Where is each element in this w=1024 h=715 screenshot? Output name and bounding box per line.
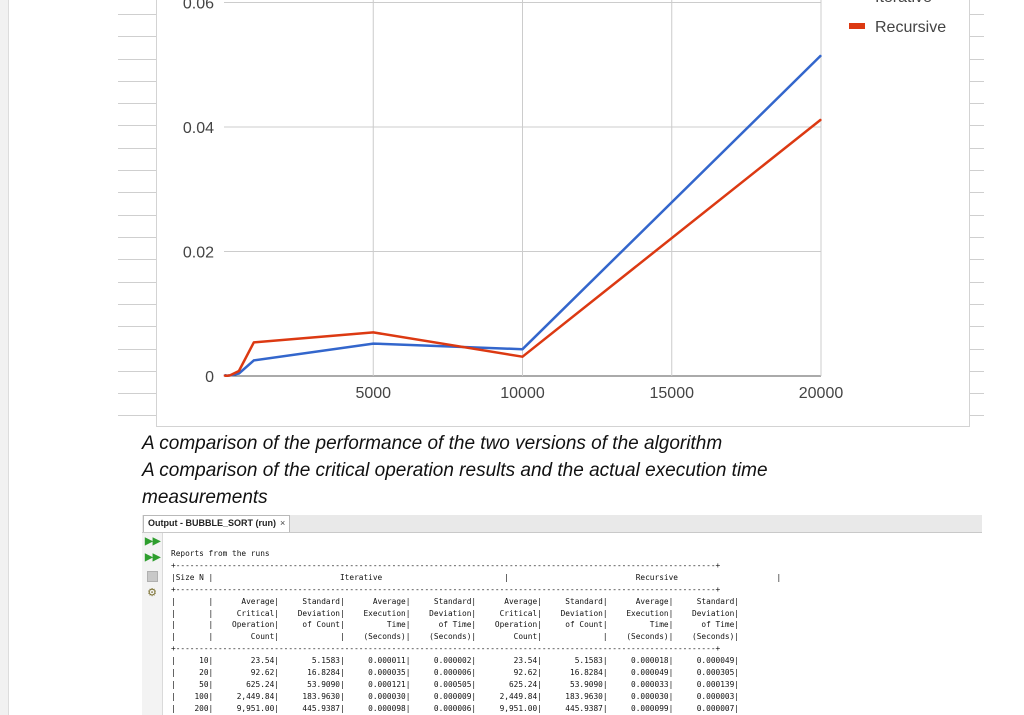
ruler-tick: [968, 103, 984, 104]
output-tab-label: Output - BUBBLE_SORT (run): [148, 518, 276, 528]
page-ruler-left: [118, 0, 156, 430]
ruler-tick: [968, 237, 984, 238]
legend-swatch-recursive: [849, 23, 865, 29]
ruler-tick: [118, 36, 156, 37]
ruler-tick: [968, 326, 984, 327]
rerun-again-icon[interactable]: ▶▶: [145, 552, 161, 563]
data-point-iterative: [372, 343, 374, 345]
ruler-tick: [118, 371, 156, 372]
page-ruler-right: [968, 0, 984, 430]
rerun-icon[interactable]: ▶▶: [145, 536, 161, 547]
ruler-tick: [118, 282, 156, 283]
ruler-tick: [968, 148, 984, 149]
x-tick-label: 15000: [650, 385, 695, 402]
x-tick-label: 5000: [355, 385, 391, 402]
ruler-tick: [118, 349, 156, 350]
output-tab[interactable]: Output - BUBBLE_SORT (run) ×: [143, 515, 291, 532]
ruler-tick: [968, 36, 984, 37]
ruler-tick: [968, 393, 984, 394]
data-point-iterative: [238, 372, 240, 375]
ruler-tick: [968, 371, 984, 372]
ruler-tick: [968, 259, 984, 260]
ruler-tick: [968, 304, 984, 305]
ruler-tick: [968, 170, 984, 171]
legend-label-recursive: Recursive: [875, 19, 946, 36]
ruler-tick: [118, 192, 156, 193]
ruler-tick: [118, 170, 156, 171]
data-point-recursive: [226, 375, 228, 377]
x-tick-label: 10000: [500, 385, 545, 402]
ruler-tick: [118, 148, 156, 149]
y-tick-label: 0: [205, 369, 214, 386]
caption-comparison: A comparison of the critical operation r…: [142, 460, 768, 481]
ruler-tick: [968, 125, 984, 126]
y-tick-label: 0.02: [183, 245, 214, 262]
data-point-recursive: [820, 118, 822, 121]
caption-measurements: measurements: [142, 487, 268, 508]
ruler-tick: [968, 192, 984, 193]
stop-icon[interactable]: [145, 569, 159, 583]
ruler-tick: [118, 237, 156, 238]
ruler-tick: [968, 349, 984, 350]
ruler-tick: [118, 59, 156, 60]
output-panel: Output - BUBBLE_SORT (run) × ▶▶ ▶▶ ⚙ Repo…: [142, 515, 982, 715]
ruler-tick: [118, 326, 156, 327]
data-point-recursive: [223, 375, 226, 377]
data-point-iterative: [521, 348, 524, 350]
output-toolbar: ▶▶ ▶▶ ⚙: [142, 533, 163, 715]
line-chart: 0 0.02 0.04 0.06 5000 10000 15000 20000 Iterativ…: [183, 0, 946, 402]
ruler-tick: [968, 215, 984, 216]
ruler-tick: [968, 415, 984, 416]
ruler-tick: [968, 282, 984, 283]
x-tick-label: 20000: [799, 385, 844, 402]
document-edge: [0, 0, 9, 715]
data-point-recursive: [253, 341, 255, 343]
data-point-recursive: [372, 331, 374, 334]
y-tick-label: 0.06: [183, 0, 214, 13]
ruler-tick: [118, 393, 156, 394]
line-chart-frame: 0 0.02 0.04 0.06 5000 10000 15000 20000 Iterativ…: [156, 0, 970, 427]
ruler-tick: [118, 415, 156, 416]
data-point-recursive: [521, 356, 524, 358]
data-point-recursive: [224, 375, 227, 377]
ruler-tick: [968, 14, 984, 15]
console-output: Reports from the runs +-----------------…: [171, 549, 782, 713]
ruler-tick: [968, 81, 984, 82]
ruler-tick: [968, 59, 984, 60]
ruler-tick: [118, 103, 156, 104]
output-tab-bar: Output - BUBBLE_SORT (run) ×: [142, 515, 982, 533]
ruler-tick: [118, 125, 156, 126]
data-point-recursive: [238, 370, 240, 372]
ruler-tick: [118, 14, 156, 15]
data-point-recursive: [229, 374, 231, 376]
ruler-tick: [118, 215, 156, 216]
data-point-iterative: [253, 359, 255, 362]
caption-performance: A comparison of the performance of the t…: [142, 433, 723, 454]
close-icon[interactable]: ×: [279, 518, 286, 528]
ruler-tick: [118, 259, 156, 260]
data-point-iterative: [820, 54, 822, 57]
legend-label-iterative: Iterative: [875, 0, 932, 6]
y-tick-label: 0.04: [183, 120, 214, 137]
settings-icon[interactable]: ⚙: [147, 587, 157, 599]
ruler-tick: [118, 81, 156, 82]
ruler-tick: [118, 304, 156, 305]
